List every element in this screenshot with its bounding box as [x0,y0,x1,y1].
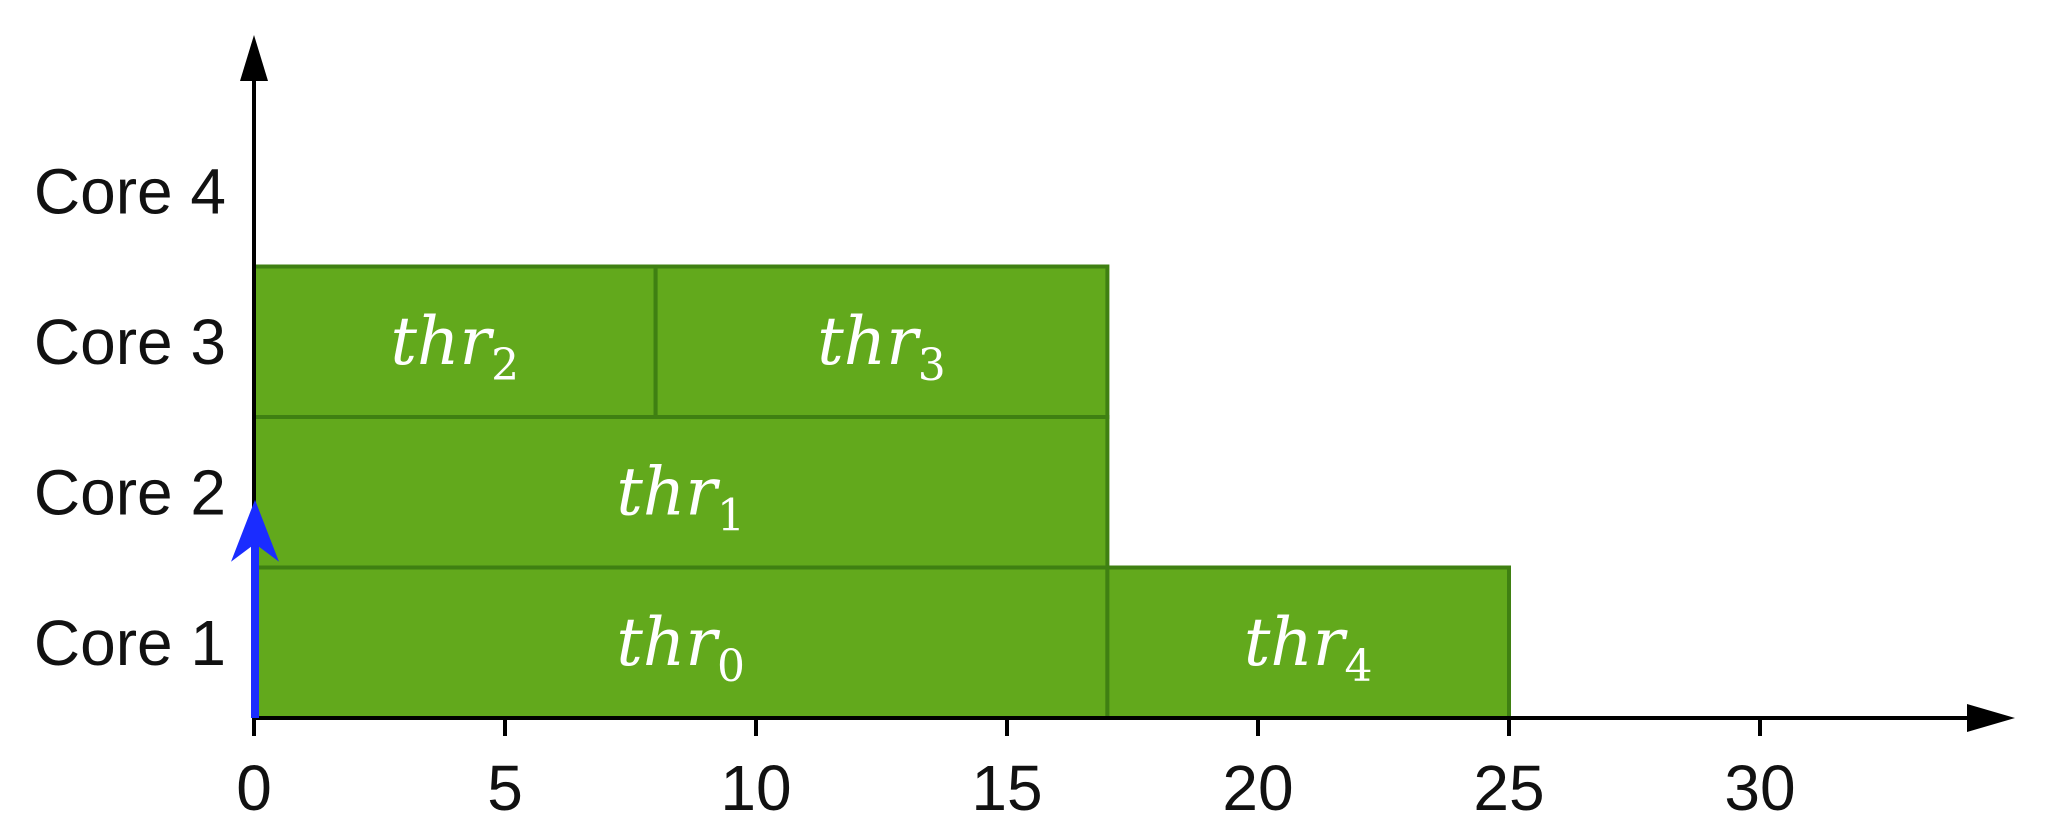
core-label: Core 4 [34,155,226,227]
release-marker [231,499,279,718]
y-axis-arrow [240,35,268,81]
task-label-subscript: 1 [717,490,745,541]
x-tick-label: 0 [236,752,272,824]
task-label-thr0: thr0 [616,604,745,692]
task-label-subscript: 3 [918,340,946,391]
task-label-subscript: 4 [1344,641,1372,692]
x-tick-label: 10 [720,752,791,824]
core-label: Core 2 [34,456,226,528]
core-label: Core 1 [34,607,226,679]
task-label-thr1: thr1 [616,453,745,541]
core-label: Core 3 [34,306,226,378]
marker-arrowhead [231,499,279,562]
x-tick-label: 15 [971,752,1042,824]
task-label-thr3: thr3 [817,303,946,391]
task-label-base: thr [817,303,921,380]
task-label-base: thr [391,303,495,380]
task-bar-thr3 [653,264,1110,419]
x-tick-label: 30 [1724,752,1795,824]
x-tick-label: 25 [1473,752,1544,824]
x-tick-label: 20 [1222,752,1293,824]
task-label-base: thr [616,453,720,530]
x-axis-arrow [1967,704,2015,732]
x-ticks: 0 5 10 15 20 25 30 [236,718,1796,824]
task-label-thr4: thr4 [1244,604,1373,692]
task-label-thr2: thr2 [391,303,520,391]
task-bar-thr2 [252,264,658,419]
task-label-base: thr [1244,604,1348,681]
task-label-base: thr [616,604,720,681]
task-bar-thr4 [1105,565,1512,720]
task-bar-thr0 [252,565,1110,720]
core-labels: Core 1 Core 2 Core 3 Core 4 [34,155,226,679]
task-label-subscript: 2 [491,340,519,391]
task-label-subscript: 0 [717,641,745,692]
x-tick-label: 5 [487,752,523,824]
